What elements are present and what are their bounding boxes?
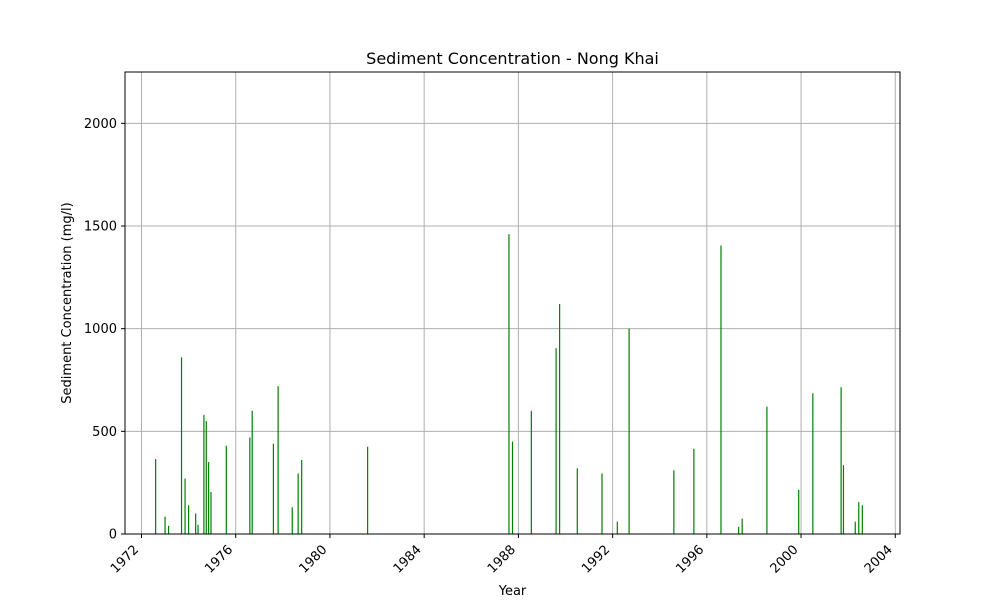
bar <box>184 478 186 534</box>
y-tick-label: 500 <box>92 425 117 440</box>
x-tick-label: 1980 <box>296 543 330 577</box>
chart-title: Sediment Concentration - Nong Khai <box>366 49 659 68</box>
bar <box>367 446 369 534</box>
bar <box>188 505 190 534</box>
bar <box>225 445 227 534</box>
bar <box>601 473 603 534</box>
x-tick-label: 2000 <box>768 543 802 577</box>
x-tick-label: 1976 <box>202 543 236 577</box>
bar <box>842 465 845 534</box>
bar <box>738 526 740 534</box>
bar <box>628 328 630 534</box>
bar <box>508 234 510 535</box>
grid-lines <box>125 72 900 535</box>
bar <box>511 441 514 534</box>
bar <box>203 414 205 534</box>
bar <box>673 470 675 534</box>
x-tick-label: 1984 <box>391 543 425 577</box>
bar <box>720 245 722 535</box>
bar <box>858 502 860 534</box>
bar <box>291 507 293 534</box>
bar <box>576 468 578 534</box>
bars <box>155 234 863 535</box>
bar <box>301 460 303 534</box>
bar <box>766 406 768 534</box>
bar <box>164 516 166 534</box>
y-tick-label: 1000 <box>84 322 117 337</box>
bar <box>854 521 856 534</box>
bar <box>249 437 251 534</box>
bar <box>208 462 210 534</box>
bar <box>167 525 170 534</box>
y-axis-label: Sediment Concentration (mg/l) <box>60 202 75 403</box>
x-axis-label: Year <box>498 584 527 599</box>
y-tick-label: 2000 <box>84 117 117 132</box>
bar <box>555 348 557 534</box>
bar <box>297 473 299 534</box>
bar <box>741 518 743 534</box>
x-tick-label: 1996 <box>673 543 707 577</box>
bar <box>530 410 532 534</box>
x-tick-label: 1992 <box>579 543 613 577</box>
x-tick-label: 1972 <box>108 543 142 577</box>
y-tick-label: 1500 <box>84 220 117 235</box>
bar <box>197 524 199 534</box>
bar <box>693 448 695 534</box>
bar <box>251 410 253 534</box>
bar <box>616 521 618 534</box>
x-tick-label: 2004 <box>862 543 896 577</box>
bar <box>277 386 279 534</box>
bar <box>559 304 561 534</box>
bar <box>155 459 157 534</box>
plot-frame <box>124 71 901 535</box>
y-tick-label: 0 <box>109 528 117 543</box>
bar <box>812 393 814 534</box>
bar <box>210 491 212 534</box>
bar <box>180 357 183 534</box>
bar <box>205 421 207 534</box>
bar <box>840 387 842 534</box>
bar <box>195 513 197 534</box>
bar <box>861 505 863 534</box>
x-tick-label: 1988 <box>485 543 519 577</box>
bar <box>798 489 800 534</box>
bar <box>272 443 275 534</box>
